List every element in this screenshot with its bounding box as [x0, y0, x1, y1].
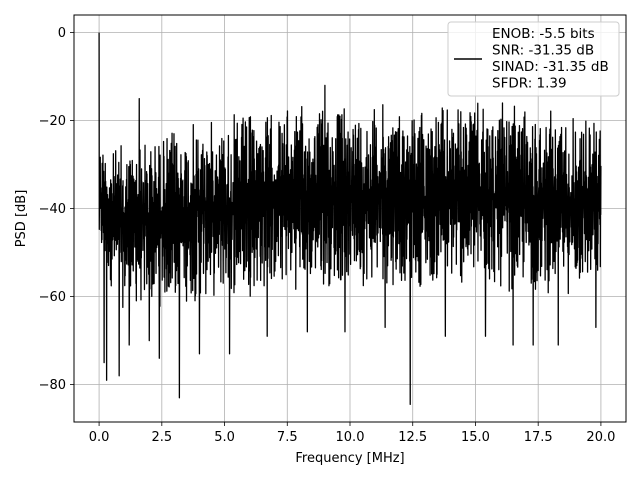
axis-ticks: 0.0 2.5 5.0 7.5 10.0 12.5 15.0 17.5 20.0 0 −20 −40 −…	[39, 26, 616, 445]
x-tick-label: 2.5	[151, 430, 172, 445]
plot-area	[98, 32, 602, 406]
legend: ENOB: -5.5 bits SNR: -31.35 dB SINAD: -3…	[447, 21, 620, 97]
y-tick-label: −80	[39, 378, 66, 393]
x-tick-label: 15.0	[461, 430, 490, 445]
x-tick-label: 20.0	[586, 430, 615, 445]
x-tick-label: 12.5	[398, 430, 427, 445]
x-tick-label: 7.5	[277, 430, 298, 445]
x-tick-label: 10.0	[336, 430, 365, 445]
x-tick-label: 0.0	[89, 430, 110, 445]
x-axis-label: Frequency [MHz]	[295, 451, 404, 466]
y-tick-label: 0	[58, 26, 66, 41]
y-axis-label: PSD [dB]	[14, 190, 29, 248]
legend-entry-snr: SNR: -31.35 dB	[492, 43, 594, 59]
legend-box	[447, 21, 620, 97]
psd-trace	[98, 32, 602, 406]
legend-entry-sfdr: SFDR: 1.39	[492, 76, 567, 92]
x-tick-label: 5.0	[214, 430, 235, 445]
y-tick-label: −40	[39, 202, 66, 217]
y-tick-label: −60	[39, 290, 66, 305]
legend-entry-enob: ENOB: -5.5 bits	[492, 26, 595, 42]
legend-entry-sinad: SINAD: -31.35 dB	[492, 59, 609, 75]
x-tick-label: 17.5	[524, 430, 553, 445]
y-tick-label: −20	[39, 114, 66, 129]
